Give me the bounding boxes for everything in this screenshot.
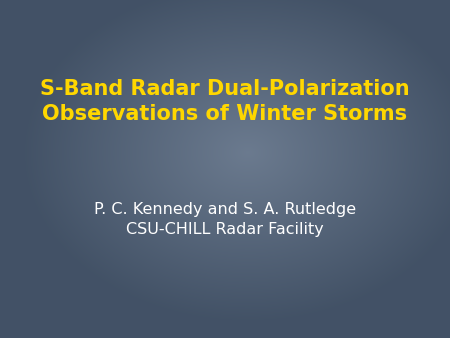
Text: S-Band Radar Dual-Polarization
Observations of Winter Storms: S-Band Radar Dual-Polarization Observati…: [40, 79, 410, 124]
Text: P. C. Kennedy and S. A. Rutledge
CSU-CHILL Radar Facility: P. C. Kennedy and S. A. Rutledge CSU-CHI…: [94, 202, 356, 237]
